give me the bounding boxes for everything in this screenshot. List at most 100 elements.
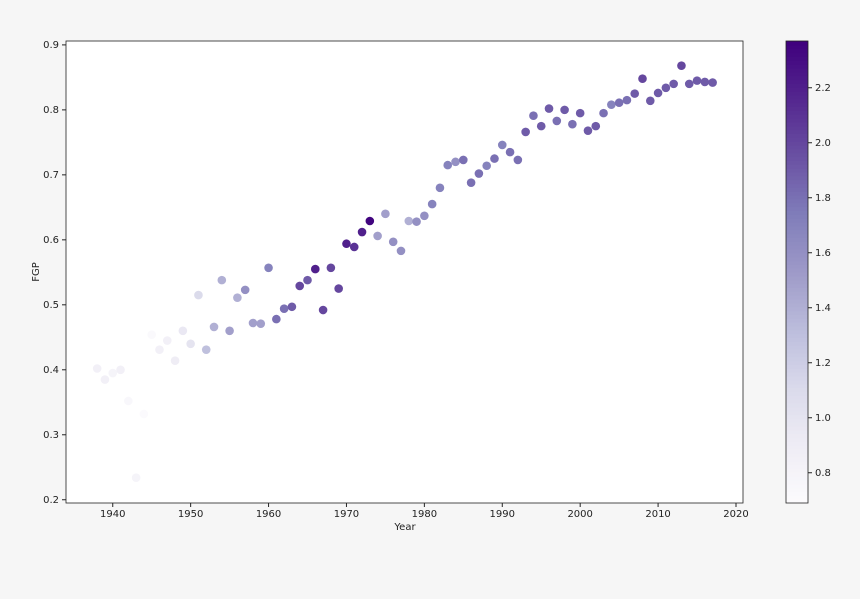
colorbar-tick-label: 1.2 bbox=[815, 358, 831, 369]
colorbar-segment bbox=[786, 91, 808, 96]
colorbar-segment bbox=[786, 310, 808, 315]
colorbar-segment bbox=[786, 102, 808, 108]
colorbar-segment bbox=[786, 491, 808, 496]
colorbar-segment bbox=[786, 221, 808, 227]
colorbar-segment bbox=[786, 245, 808, 250]
colorbar-segment bbox=[786, 487, 808, 493]
point bbox=[630, 89, 640, 98]
point bbox=[92, 364, 102, 373]
colorbar-segment bbox=[786, 333, 808, 339]
colorbar-segment bbox=[786, 429, 808, 435]
colorbar-segment bbox=[786, 391, 808, 396]
colorbar-segment bbox=[786, 164, 808, 169]
point bbox=[178, 326, 188, 336]
colorbar-segment bbox=[786, 476, 808, 481]
colorbar-tick-label: 1.0 bbox=[815, 413, 831, 424]
colorbar-segment bbox=[786, 121, 808, 127]
colorbar-segment bbox=[786, 133, 808, 138]
point bbox=[560, 105, 569, 115]
colorbar-tick-label: 2.0 bbox=[815, 138, 831, 149]
colorbar-segment bbox=[786, 183, 808, 188]
point bbox=[381, 209, 390, 219]
colorbar-segment bbox=[786, 460, 808, 466]
point bbox=[373, 231, 382, 241]
point bbox=[155, 345, 164, 354]
colorbar-segment bbox=[786, 441, 808, 446]
colorbar-segment bbox=[786, 291, 808, 296]
point bbox=[303, 275, 312, 285]
point bbox=[108, 368, 118, 378]
y-tick-label: 0.6 bbox=[43, 235, 59, 246]
colorbar-segment bbox=[786, 268, 808, 273]
colorbar-segment bbox=[786, 479, 808, 485]
point bbox=[459, 155, 468, 165]
x-axis-label: Year bbox=[393, 522, 416, 533]
point bbox=[529, 111, 538, 121]
point bbox=[248, 318, 258, 328]
colorbar-segment bbox=[786, 483, 808, 489]
point bbox=[162, 336, 172, 345]
x-tick-label: 1980 bbox=[412, 509, 437, 520]
colorbar-segment bbox=[786, 41, 808, 46]
colorbar-segment bbox=[786, 287, 808, 292]
point bbox=[677, 61, 686, 70]
point bbox=[700, 77, 710, 87]
point bbox=[599, 108, 608, 118]
colorbar-segment bbox=[786, 364, 808, 369]
x-tick-label: 1950 bbox=[178, 509, 203, 520]
colorbar-segment bbox=[786, 44, 808, 50]
colorbar-segment bbox=[786, 144, 808, 150]
y-tick-label: 0.3 bbox=[43, 430, 59, 441]
point bbox=[412, 217, 421, 226]
colorbar-segment bbox=[786, 191, 808, 196]
point bbox=[482, 161, 491, 171]
colorbar-segment bbox=[786, 464, 808, 469]
point bbox=[318, 305, 328, 315]
colorbar-segment bbox=[786, 329, 808, 335]
point bbox=[466, 178, 476, 187]
point bbox=[139, 409, 149, 419]
point bbox=[357, 227, 367, 237]
x-tick-label: 1940 bbox=[100, 509, 125, 520]
point bbox=[435, 183, 445, 193]
colorbar-segment bbox=[786, 129, 808, 134]
colorbar-segment bbox=[786, 106, 808, 111]
colorbar-segment bbox=[786, 71, 808, 77]
colorbar-segment bbox=[786, 298, 808, 304]
colorbar-segment bbox=[786, 406, 808, 412]
point bbox=[684, 79, 694, 89]
colorbar-segment bbox=[786, 98, 808, 104]
colorbar-segment bbox=[786, 79, 808, 84]
point bbox=[209, 322, 219, 332]
colorbar-segment bbox=[786, 229, 808, 235]
point bbox=[614, 98, 624, 108]
point bbox=[661, 83, 671, 93]
colorbar-segment bbox=[786, 341, 808, 346]
point bbox=[591, 121, 601, 131]
y-tick-label: 0.4 bbox=[43, 365, 59, 376]
point bbox=[404, 216, 414, 226]
colorbar-segment bbox=[786, 356, 808, 362]
colorbar-segment bbox=[786, 383, 808, 389]
colorbar-segment bbox=[786, 64, 808, 69]
colorbar-segment bbox=[786, 418, 808, 423]
point bbox=[420, 211, 429, 221]
colorbar-segment bbox=[786, 175, 808, 181]
point bbox=[295, 281, 305, 291]
colorbar-segment bbox=[786, 148, 808, 154]
point bbox=[310, 264, 320, 274]
colorbar-segment bbox=[786, 137, 808, 142]
colorbar-segment bbox=[786, 125, 808, 131]
colorbar-segment bbox=[786, 202, 808, 208]
point bbox=[170, 356, 180, 365]
colorbar-segment bbox=[786, 379, 808, 385]
colorbar-segment bbox=[786, 260, 808, 265]
point bbox=[505, 147, 515, 157]
y-axis-label: FGP bbox=[31, 262, 42, 282]
point bbox=[568, 119, 577, 129]
point bbox=[490, 154, 499, 163]
point bbox=[131, 473, 141, 482]
colorbar-segment bbox=[786, 360, 808, 365]
colorbar-segment bbox=[786, 264, 808, 269]
